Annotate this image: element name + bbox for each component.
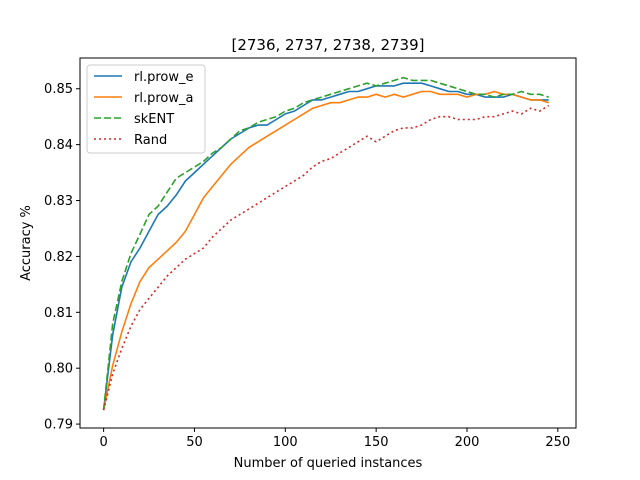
y-tick-label: 0.84 [44,138,73,153]
legend-label-2: skENT [134,112,174,127]
y-tick-label: 0.81 [44,306,73,321]
y-tick-label: 0.83 [44,194,73,209]
series-line-3 [102,104,550,411]
legend-label-3: Rand [134,133,167,148]
legend-box [86,64,206,154]
x-axis-label: Number of queried instances [234,456,423,471]
x-tick-label: 150 [364,435,389,450]
y-tick-label: 0.82 [44,250,73,265]
legend: rl.prow_e rl.prow_a skENT Rand [86,64,206,154]
y-axis-label: Accuracy % [19,205,34,281]
legend-label-0: rl.prow_e [134,70,193,85]
y-tick-label: 0.80 [44,362,73,377]
x-tick-label: 0 [99,435,107,450]
x-tick-label: 100 [273,435,298,450]
plot-frame [79,57,577,429]
x-tick-label: 200 [455,435,480,450]
series-line-1 [102,90,549,411]
x-tick-label: 50 [186,435,203,450]
series-line-2 [102,76,549,411]
tick-layer: 0 50 100 150 200 250 0.79 0.80 0.81 0.82 0.83 0.84 0… [44,82,570,450]
series-layer [102,76,550,411]
chart-title: [2736, 2737, 2738, 2739] [231,36,424,54]
y-tick-label: 0.85 [44,82,73,97]
y-tick-label: 0.79 [44,418,73,433]
legend-label-1: rl.prow_a [134,91,193,106]
x-tick-label: 250 [545,435,570,450]
